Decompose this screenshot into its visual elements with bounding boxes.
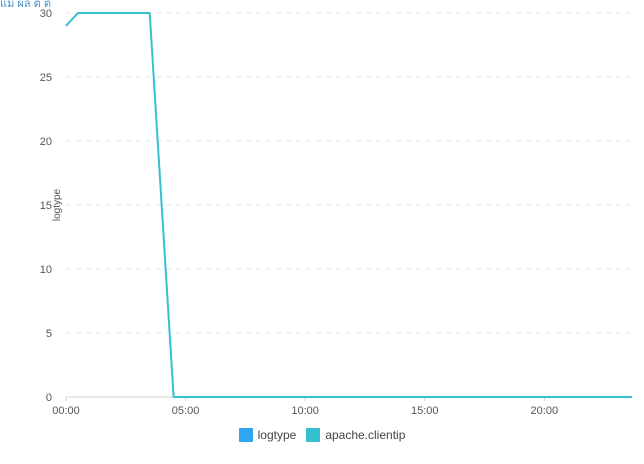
legend-swatch-logtype — [238, 428, 253, 442]
y-tick-label: 20 — [40, 136, 52, 148]
x-tick-label: 00:00 — [52, 405, 80, 417]
y-axis-label: logtype — [52, 188, 63, 221]
y-tick-label: 25 — [40, 72, 52, 84]
chart-legend: logtype apache.clientip — [0, 428, 644, 442]
legend-label-apache-clientip: apache.clientip — [325, 428, 406, 442]
y-tick-label: 10 — [40, 264, 52, 276]
y-tick-label: 5 — [46, 328, 52, 340]
x-tick-label: 20:00 — [531, 405, 559, 417]
legend-label-logtype: logtype — [257, 428, 297, 442]
legend-swatch-apache-clientip — [306, 428, 321, 442]
y-tick-label: 30 — [40, 8, 52, 20]
y-tick-label: 15 — [40, 200, 52, 212]
x-tick-label: 10:00 — [291, 405, 319, 417]
y-tick-label: 0 — [46, 392, 52, 404]
x-tick-label: 05:00 — [172, 405, 200, 417]
grid-lines — [66, 12, 632, 398]
x-tick-label: 15:00 — [411, 405, 439, 417]
line-chart: 0 5 10 15 20 25 30 00:00 05:00 10:00 15:00 20:00 l… — [40, 8, 632, 417]
y-axis-ticks: 0 5 10 15 20 25 30 — [40, 8, 52, 404]
legend-item-apache-clientip[interactable]: apache.clientip — [306, 428, 405, 442]
legend-item-logtype[interactable]: logtype — [238, 428, 297, 442]
x-axis-ticks: 00:00 05:00 10:00 15:00 20:00 — [52, 397, 558, 417]
series-line-apache-clientip[interactable] — [65, 12, 632, 398]
series-lines — [65, 12, 632, 398]
header-fragment: แม่ ผล ต ต — [0, 0, 51, 10]
